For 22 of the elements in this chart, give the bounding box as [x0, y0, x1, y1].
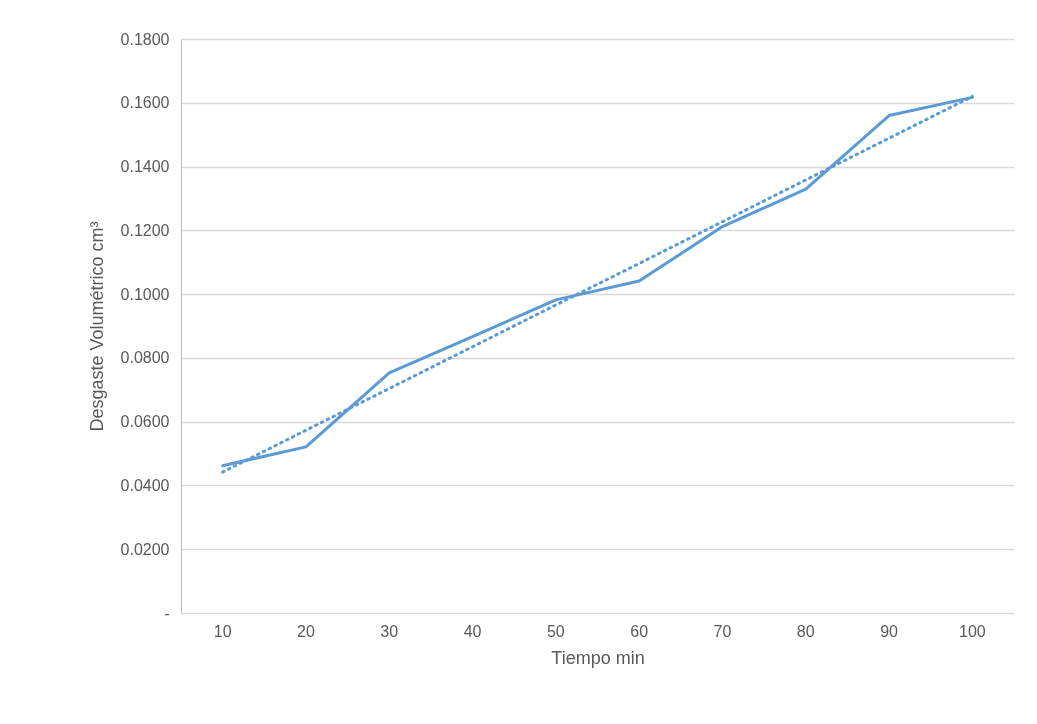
y-tick-label: 0.1200	[120, 221, 170, 239]
y-tick-label: 0.0600	[120, 413, 170, 431]
y-tick-label: -	[164, 604, 170, 622]
x-tick-label: 50	[546, 622, 565, 640]
y-tick-label: 0.1400	[120, 158, 170, 176]
x-tick-label: 30	[380, 622, 399, 640]
y-tick-label: 0.0200	[120, 540, 170, 558]
y-tick-label: 0.1800	[120, 30, 170, 48]
x-tick-label: 60	[630, 622, 649, 640]
x-tick-label: 10	[213, 622, 232, 640]
x-tick-label: 70	[713, 622, 732, 640]
x-tick-label: 40	[463, 622, 482, 640]
x-tick-label: 20	[297, 622, 315, 640]
y-tick-label: 0.1600	[120, 94, 170, 112]
x-tick-label: 80	[796, 622, 815, 640]
x-tick-label: 90	[880, 622, 899, 640]
y-tick-label: 0.1000	[120, 285, 170, 303]
y-tick-label: 0.0800	[120, 349, 170, 367]
x-axis-title: Tiempo min	[551, 647, 645, 668]
y-tick-label: 0.0400	[120, 476, 170, 494]
y-axis-title: Desgaste Volumétrico cm³	[86, 221, 107, 432]
x-tick-label: 100	[959, 622, 986, 640]
